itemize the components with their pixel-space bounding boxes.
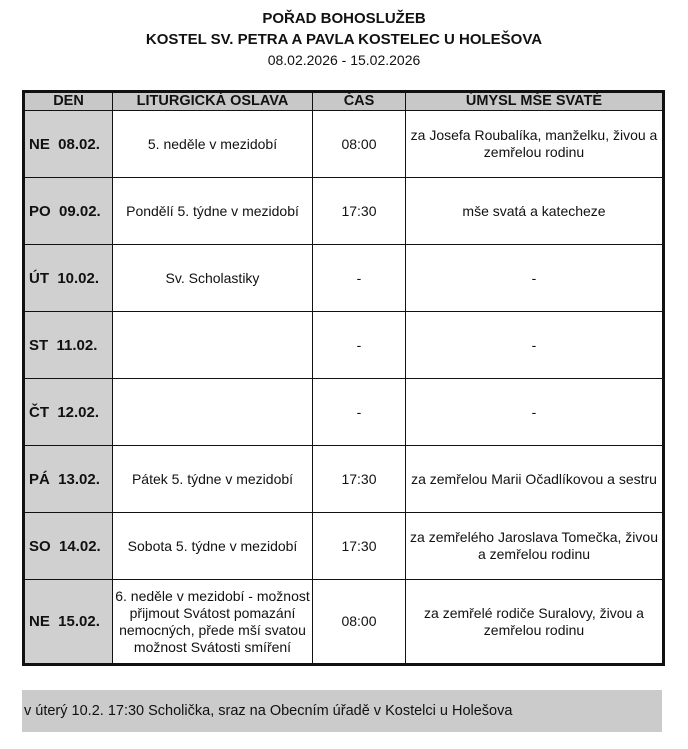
day-cell: ST 11.02. — [23, 311, 113, 379]
church-name: KOSTEL SV. PETRA A PAVLA KOSTELEC U HOLE… — [145, 31, 543, 48]
celebration-cell — [112, 378, 313, 446]
table-row: NE 08.02. 5. neděle v mezidobí 08:00 za Jos… — [23, 110, 664, 178]
intention-cell: za Josefa Roubalíka, manželku, živou a z… — [405, 110, 664, 178]
date-range: 08.02.2026 - 15.02.2026 — [267, 52, 421, 68]
celebration-cell: 6. neděle v mezidobí - možnost přijmout … — [112, 579, 313, 665]
table-row: ST 11.02. - - — [23, 311, 664, 379]
intention-cell: za zemřelého Jaroslava Tomečka, živou a … — [405, 512, 664, 580]
table-row: ÚT 10.02. Sv. Scholastiky - - — [23, 244, 664, 312]
column-header-day: DEN — [23, 91, 113, 111]
column-header-time: ČAS — [312, 91, 406, 111]
intention-cell: mše svatá a katecheze — [405, 177, 664, 245]
day-cell: SO 14.02. — [23, 512, 113, 580]
day-cell: NE 15.02. — [23, 579, 113, 665]
celebration-cell: Sobota 5. týdne v mezidobí — [112, 512, 313, 580]
day-cell: NE 08.02. — [23, 110, 113, 178]
table-row: SO 14.02. Sobota 5. týdne v mezidobí 17:30… — [23, 512, 664, 580]
day-cell: ČT 12.02. — [23, 378, 113, 446]
time-cell: 08:00 — [312, 110, 406, 178]
celebration-cell: Sv. Scholastiky — [112, 244, 313, 312]
announcement-note: v úterý 10.2. 17:30 Scholička, sraz na O… — [22, 690, 662, 732]
day-cell: PÁ 13.02. — [23, 445, 113, 513]
day-cell: PO 09.02. — [23, 177, 113, 245]
intention-cell: za zemřelou Marii Očadlíkovou a sestru — [405, 445, 664, 513]
day-cell: ÚT 10.02. — [23, 244, 113, 312]
intention-cell: za zemřelé rodiče Suralovy, živou a zemř… — [405, 579, 664, 665]
time-cell: 08:00 — [312, 579, 406, 665]
celebration-cell: 5. neděle v mezidobí — [112, 110, 313, 178]
table-row: ČT 12.02. - - — [23, 378, 664, 446]
intention-cell: - — [405, 311, 664, 379]
time-cell: 17:30 — [312, 512, 406, 580]
celebration-cell: Pátek 5. týdne v mezidobí — [112, 445, 313, 513]
column-header-intention: ÚMYSL MŠE SVATÉ — [405, 91, 664, 111]
time-cell: 17:30 — [312, 445, 406, 513]
intention-cell: - — [405, 244, 664, 312]
table-header: DEN LITURGICKÁ OSLAVA ČAS ÚMYSL MŠE SVAT… — [23, 91, 664, 111]
column-header-celebration: LITURGICKÁ OSLAVA — [112, 91, 313, 111]
table-row: NE 15.02. 6. neděle v mezidobí - možnost … — [23, 579, 664, 665]
time-cell: - — [312, 244, 406, 312]
time-cell: 17:30 — [312, 177, 406, 245]
table-row: PO 09.02. Pondělí 5. týdne v mezidobí 17:3… — [23, 177, 664, 245]
celebration-cell: Pondělí 5. týdne v mezidobí — [112, 177, 313, 245]
celebration-cell — [112, 311, 313, 379]
document-title: POŘAD BOHOSLUŽEB — [262, 10, 426, 27]
time-cell: - — [312, 378, 406, 446]
table-row: PÁ 13.02. Pátek 5. týdne v mezidobí 17:30 z… — [23, 445, 664, 513]
time-cell: - — [312, 311, 406, 379]
schedule-table: DEN LITURGICKÁ OSLAVA ČAS ÚMYSL MŠE SVAT… — [22, 90, 665, 666]
intention-cell: - — [405, 378, 664, 446]
